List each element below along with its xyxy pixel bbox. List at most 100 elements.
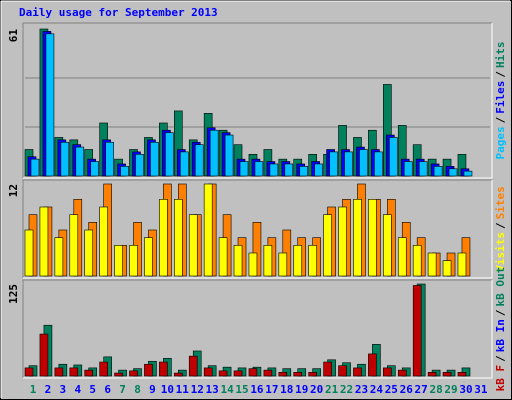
legend: Visits / Sites [494, 186, 507, 272]
bar [239, 161, 249, 177]
panel-shadow [22, 22, 492, 178]
bar [427, 252, 437, 277]
bar [248, 252, 258, 277]
bar [129, 370, 138, 377]
x-tick-label: 30 [459, 383, 472, 396]
bar [329, 151, 338, 177]
x-tick-label: 14 [220, 383, 234, 396]
bar [69, 214, 79, 277]
bar [120, 166, 129, 177]
bar [203, 183, 213, 277]
x-tick-label: 21 [325, 383, 339, 396]
panel-shadow [22, 179, 492, 278]
bar [374, 151, 383, 177]
legend-entry: Files [494, 81, 507, 114]
legend-entry: Hits [494, 42, 507, 69]
bar [344, 151, 353, 177]
bar [418, 161, 428, 177]
bar [24, 229, 34, 277]
y-tick-label: 125 [7, 284, 20, 304]
bar [308, 245, 317, 277]
bar [144, 363, 153, 377]
bar [233, 245, 243, 277]
bar [263, 369, 273, 377]
bar [383, 367, 392, 377]
x-tick-label: 29 [444, 383, 457, 396]
legend-entry: Sites [494, 186, 507, 219]
bar [397, 369, 407, 377]
x-tick-label: 11 [176, 383, 190, 396]
legend-entry: Pages [494, 126, 507, 159]
x-tick-label: 24 [370, 383, 384, 396]
bar [353, 367, 362, 377]
x-tick-label: 16 [250, 383, 264, 396]
legend-entry: kB Out [494, 267, 507, 307]
y-tick-label: 61 [7, 29, 20, 43]
x-tick-label: 1 [30, 383, 37, 396]
bar [188, 214, 198, 277]
x-tick-label: 23 [355, 383, 368, 396]
bar [180, 151, 189, 177]
bar [150, 141, 159, 177]
bar [338, 365, 347, 377]
bar [114, 245, 123, 277]
bar [39, 206, 49, 277]
x-tick-label: 25 [385, 383, 398, 396]
legend-separator: / [494, 309, 507, 316]
bar [129, 245, 138, 277]
bar [84, 229, 94, 277]
bar [412, 285, 422, 377]
bar [39, 333, 49, 377]
x-tick-label: 13 [206, 383, 219, 396]
legend: kB F / kB In / kB Out [494, 267, 507, 392]
bar [174, 372, 183, 377]
x-tick-label: 18 [280, 383, 293, 396]
legend-separator: / [494, 116, 507, 123]
bar [203, 367, 213, 377]
bar [308, 372, 317, 377]
legend-entry: kB F [494, 365, 507, 392]
bar [284, 163, 294, 177]
bar [359, 149, 368, 177]
bar [159, 199, 168, 277]
x-tick-label: 20 [310, 383, 323, 396]
bar [159, 361, 168, 377]
bar [457, 252, 467, 277]
bar [314, 163, 323, 177]
bar [254, 161, 264, 177]
x-tick-label: 5 [89, 383, 96, 396]
bar [54, 237, 64, 277]
bar [45, 33, 55, 177]
bar [278, 372, 288, 377]
bar [165, 132, 174, 177]
x-tick-label: 4 [74, 383, 81, 396]
panel-light [23, 180, 493, 279]
bar [383, 214, 392, 277]
bar [135, 154, 144, 177]
bar [75, 146, 85, 177]
bar [397, 237, 407, 277]
chart-title: Daily usage for September 2013 [19, 6, 218, 19]
bar [427, 372, 437, 377]
bar [174, 199, 183, 277]
bar [60, 141, 70, 177]
bar [323, 361, 332, 377]
bar [299, 166, 309, 177]
bar [293, 372, 303, 377]
x-tick-label: 12 [191, 383, 204, 396]
legend-separator: / [494, 355, 507, 362]
bar [278, 252, 288, 277]
legend-entry: kB In [494, 319, 507, 352]
bar [194, 144, 204, 177]
bar [389, 137, 398, 177]
x-tick-label: 8 [134, 383, 141, 396]
x-tick-label: 26 [400, 383, 414, 396]
y-tick-label: 12 [7, 184, 20, 197]
bar [218, 370, 228, 377]
bar [114, 372, 123, 377]
bar [90, 161, 100, 177]
bar [442, 260, 452, 277]
bar [144, 237, 153, 277]
